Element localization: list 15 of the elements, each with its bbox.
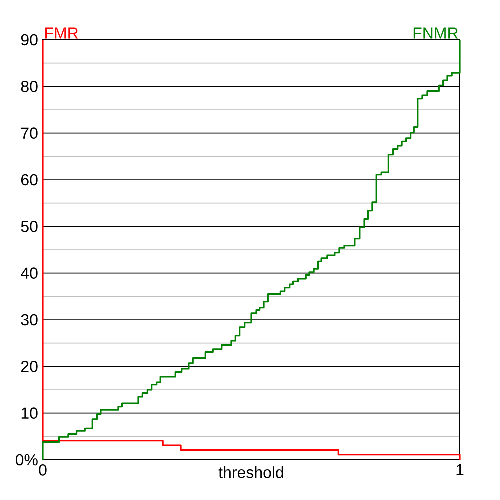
x-tick-label: 0	[39, 464, 47, 476]
y-tick-label: 70	[21, 128, 38, 139]
series-label: FMR	[46, 28, 78, 39]
y-tick-label: 10	[22, 408, 38, 419]
y-tick-label: 40	[21, 268, 38, 279]
series-label: FNMR	[414, 28, 458, 39]
y-tick-label: 90	[21, 34, 38, 46]
x-tick-label: 1	[456, 464, 464, 476]
y-tick-label: 50	[21, 221, 38, 232]
y-tick-label: 30	[21, 314, 38, 326]
y-tick-label: 60	[21, 174, 38, 186]
y-tick-label: 80	[21, 81, 38, 92]
x-axis-title: threshold	[218, 466, 284, 478]
y-tick-label: 0%	[16, 454, 38, 466]
y-tick-label: 20	[21, 361, 38, 372]
